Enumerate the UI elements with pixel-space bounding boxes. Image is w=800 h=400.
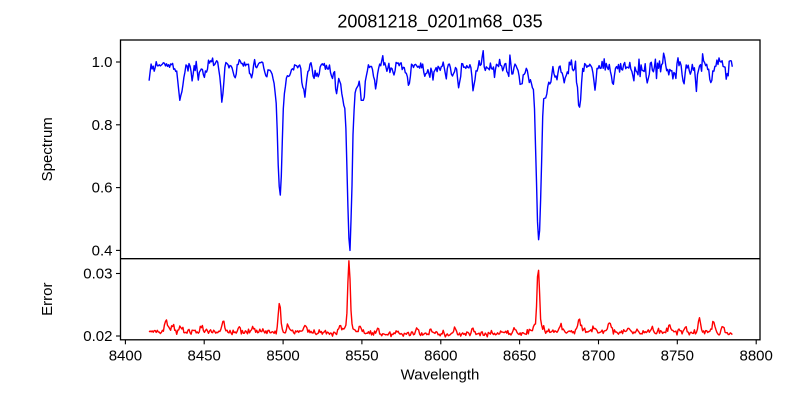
svg-text:0.6: 0.6: [92, 180, 113, 197]
svg-text:8600: 8600: [424, 348, 457, 365]
svg-text:20081218_0201m68_035: 20081218_0201m68_035: [337, 12, 542, 33]
svg-text:8500: 8500: [266, 348, 299, 365]
svg-text:8800: 8800: [740, 348, 773, 365]
svg-text:8700: 8700: [582, 348, 615, 365]
svg-text:8750: 8750: [661, 348, 694, 365]
svg-text:Wavelength: Wavelength: [401, 367, 480, 384]
svg-text:1.0: 1.0: [92, 54, 113, 71]
svg-text:8550: 8550: [345, 348, 378, 365]
svg-text:8650: 8650: [503, 348, 536, 365]
svg-text:Spectrum: Spectrum: [39, 117, 56, 181]
svg-text:0.4: 0.4: [92, 242, 113, 259]
svg-text:0.02: 0.02: [83, 328, 112, 345]
svg-text:8450: 8450: [188, 348, 221, 365]
svg-text:8400: 8400: [109, 348, 142, 365]
svg-text:0.03: 0.03: [83, 266, 112, 283]
svg-text:Error: Error: [39, 283, 56, 316]
svg-text:0.8: 0.8: [92, 117, 113, 134]
